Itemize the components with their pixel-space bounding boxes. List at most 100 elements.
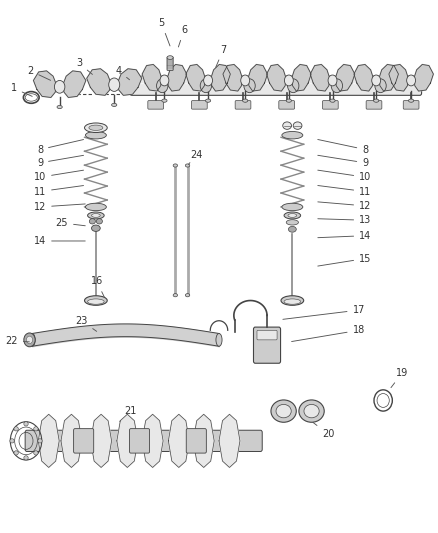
Polygon shape (63, 71, 86, 98)
Ellipse shape (284, 299, 300, 304)
Ellipse shape (173, 164, 177, 167)
Ellipse shape (276, 405, 291, 418)
Polygon shape (142, 414, 163, 467)
Text: 4: 4 (116, 66, 130, 80)
Ellipse shape (24, 422, 28, 426)
Circle shape (204, 75, 212, 86)
Ellipse shape (24, 456, 28, 460)
Ellipse shape (288, 214, 297, 217)
Ellipse shape (85, 296, 107, 305)
FancyBboxPatch shape (25, 430, 262, 451)
Polygon shape (142, 64, 162, 91)
Ellipse shape (286, 99, 291, 102)
Ellipse shape (89, 219, 95, 224)
Ellipse shape (14, 451, 18, 455)
FancyBboxPatch shape (186, 429, 206, 453)
Ellipse shape (299, 400, 324, 422)
FancyBboxPatch shape (235, 101, 251, 109)
Polygon shape (91, 414, 112, 467)
FancyBboxPatch shape (167, 57, 173, 70)
Polygon shape (118, 69, 142, 95)
Ellipse shape (92, 214, 100, 217)
Ellipse shape (283, 122, 291, 130)
Circle shape (406, 75, 416, 86)
Text: 23: 23 (75, 316, 97, 332)
Ellipse shape (409, 99, 414, 102)
Ellipse shape (167, 56, 173, 60)
Ellipse shape (38, 439, 42, 443)
Ellipse shape (57, 106, 62, 109)
Polygon shape (267, 64, 286, 91)
Text: 22: 22 (5, 336, 29, 346)
Text: 15: 15 (318, 254, 371, 266)
Polygon shape (379, 64, 399, 91)
Ellipse shape (88, 299, 104, 304)
Text: 12: 12 (318, 201, 371, 211)
Ellipse shape (173, 294, 177, 297)
Polygon shape (38, 414, 59, 467)
Polygon shape (87, 69, 110, 95)
Text: 13: 13 (318, 215, 371, 225)
Ellipse shape (92, 225, 100, 231)
FancyBboxPatch shape (257, 330, 277, 340)
Ellipse shape (162, 99, 167, 102)
FancyBboxPatch shape (130, 76, 422, 95)
Text: 9: 9 (37, 155, 84, 168)
Text: 10: 10 (318, 170, 371, 182)
Circle shape (156, 79, 168, 93)
Polygon shape (414, 64, 433, 91)
Ellipse shape (29, 334, 35, 346)
Text: 6: 6 (178, 25, 187, 47)
Polygon shape (223, 64, 242, 91)
FancyBboxPatch shape (148, 101, 163, 109)
Text: 18: 18 (292, 325, 365, 342)
Text: 24: 24 (188, 150, 202, 165)
Ellipse shape (185, 164, 190, 167)
Text: 14: 14 (318, 231, 371, 241)
Ellipse shape (288, 227, 296, 232)
Text: 8: 8 (37, 140, 84, 155)
Circle shape (200, 79, 212, 93)
Polygon shape (167, 64, 187, 91)
Text: 25: 25 (56, 218, 85, 228)
Polygon shape (292, 64, 311, 91)
Circle shape (284, 75, 293, 86)
Ellipse shape (284, 212, 300, 219)
Ellipse shape (271, 400, 296, 422)
Ellipse shape (112, 103, 117, 107)
Circle shape (109, 78, 120, 91)
Polygon shape (310, 64, 329, 91)
Ellipse shape (304, 405, 319, 418)
Text: 11: 11 (34, 185, 84, 197)
Text: 21: 21 (120, 406, 137, 422)
Text: 10: 10 (34, 170, 84, 182)
FancyBboxPatch shape (130, 429, 150, 453)
Polygon shape (186, 64, 205, 91)
Text: 12: 12 (34, 202, 85, 212)
Text: 17: 17 (283, 305, 365, 319)
Text: 20: 20 (313, 422, 334, 439)
Text: 8: 8 (318, 140, 368, 155)
Ellipse shape (34, 451, 38, 455)
Text: 11: 11 (318, 185, 371, 197)
Circle shape (26, 336, 32, 344)
Text: 9: 9 (318, 155, 368, 168)
Ellipse shape (330, 99, 335, 102)
Ellipse shape (85, 203, 106, 211)
Circle shape (372, 75, 381, 86)
Ellipse shape (282, 132, 303, 139)
Polygon shape (219, 414, 240, 467)
Text: 19: 19 (391, 368, 409, 387)
Ellipse shape (85, 123, 107, 133)
Ellipse shape (243, 99, 248, 102)
Ellipse shape (293, 122, 302, 130)
Ellipse shape (205, 99, 211, 102)
FancyBboxPatch shape (254, 327, 281, 364)
Ellipse shape (14, 427, 18, 431)
Ellipse shape (34, 427, 38, 431)
Polygon shape (117, 414, 138, 467)
Polygon shape (61, 414, 82, 467)
Ellipse shape (286, 220, 298, 225)
Ellipse shape (96, 219, 102, 224)
Circle shape (328, 75, 337, 86)
